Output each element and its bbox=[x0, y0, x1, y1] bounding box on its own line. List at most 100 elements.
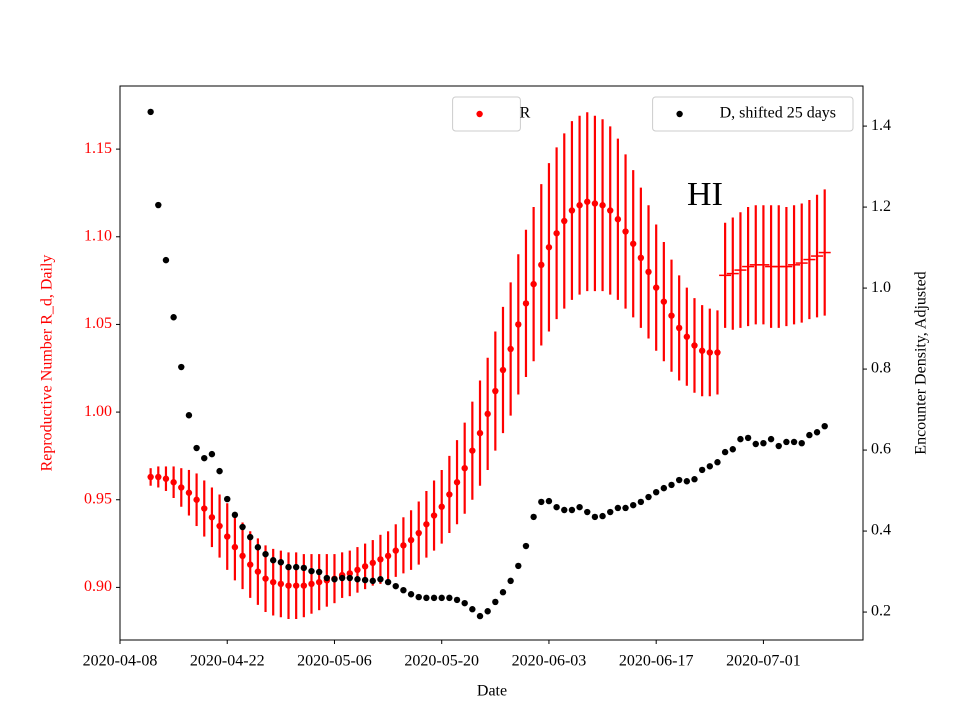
point bbox=[162, 475, 170, 482]
point bbox=[269, 578, 277, 586]
series bbox=[147, 112, 721, 619]
point bbox=[247, 533, 254, 541]
y2-tick-label: 0.2 bbox=[871, 603, 891, 620]
point bbox=[760, 439, 767, 447]
y2-tick-label: 0.6 bbox=[871, 441, 891, 458]
point bbox=[591, 200, 599, 207]
point bbox=[369, 559, 376, 567]
point bbox=[630, 501, 637, 509]
point bbox=[752, 440, 759, 448]
point bbox=[300, 582, 308, 589]
point bbox=[453, 479, 461, 486]
point bbox=[300, 564, 308, 572]
point bbox=[292, 582, 300, 589]
point bbox=[522, 542, 530, 550]
point bbox=[698, 347, 706, 354]
x-tick-label: 2020-05-20 bbox=[404, 653, 479, 670]
y2-tick-label: 1.2 bbox=[871, 198, 891, 215]
point bbox=[721, 448, 729, 456]
point bbox=[231, 543, 239, 551]
point bbox=[285, 563, 292, 571]
point bbox=[622, 504, 629, 512]
point bbox=[178, 484, 185, 491]
point bbox=[584, 198, 591, 205]
point bbox=[269, 557, 277, 564]
point bbox=[714, 349, 721, 356]
point bbox=[576, 202, 583, 209]
point bbox=[706, 349, 714, 356]
point bbox=[714, 459, 721, 466]
point bbox=[538, 498, 545, 506]
point bbox=[790, 438, 798, 446]
point bbox=[630, 240, 637, 247]
point bbox=[292, 563, 300, 571]
point bbox=[147, 108, 154, 116]
point bbox=[476, 612, 484, 620]
point bbox=[461, 599, 468, 607]
point bbox=[208, 514, 216, 521]
point bbox=[308, 580, 315, 588]
point bbox=[706, 463, 714, 470]
point bbox=[354, 576, 361, 583]
point bbox=[331, 576, 338, 583]
point bbox=[216, 467, 223, 475]
point bbox=[484, 608, 491, 615]
point bbox=[193, 444, 200, 452]
y2-tick-label: 0.4 bbox=[871, 522, 891, 539]
point bbox=[170, 479, 177, 486]
point bbox=[683, 478, 691, 485]
point bbox=[691, 476, 698, 483]
point bbox=[637, 254, 645, 262]
point bbox=[277, 580, 285, 588]
point bbox=[461, 464, 468, 472]
point bbox=[806, 431, 813, 439]
point bbox=[683, 333, 691, 340]
point bbox=[668, 481, 675, 489]
point bbox=[446, 491, 453, 498]
point bbox=[224, 533, 231, 540]
legend-marker bbox=[476, 110, 483, 118]
point bbox=[691, 342, 698, 349]
point bbox=[415, 529, 422, 537]
point bbox=[561, 217, 568, 225]
point bbox=[430, 594, 438, 602]
point bbox=[254, 544, 262, 551]
point bbox=[361, 563, 369, 570]
point bbox=[576, 503, 583, 511]
point bbox=[446, 594, 453, 602]
point bbox=[308, 567, 315, 575]
point bbox=[614, 504, 622, 512]
point bbox=[507, 345, 514, 353]
point bbox=[622, 228, 629, 235]
point bbox=[430, 512, 438, 519]
point bbox=[507, 577, 514, 585]
point bbox=[668, 312, 675, 319]
point bbox=[277, 559, 285, 566]
point bbox=[591, 513, 599, 521]
point bbox=[530, 513, 537, 521]
point bbox=[553, 503, 560, 511]
point bbox=[469, 606, 476, 613]
point bbox=[185, 489, 193, 496]
point bbox=[438, 594, 445, 602]
point bbox=[499, 366, 507, 374]
point bbox=[798, 439, 805, 447]
point bbox=[354, 566, 361, 574]
point bbox=[193, 496, 200, 503]
point bbox=[492, 387, 499, 395]
point bbox=[744, 434, 752, 442]
plot-frame bbox=[119, 85, 864, 641]
point bbox=[813, 429, 821, 436]
point bbox=[392, 582, 399, 590]
point bbox=[568, 207, 576, 214]
x-tick-label: 2020-04-08 bbox=[83, 653, 158, 670]
point bbox=[614, 216, 622, 223]
legend-label: D, shifted 25 days bbox=[720, 105, 836, 122]
y2-tick-label: 1.4 bbox=[871, 117, 891, 134]
point bbox=[400, 586, 407, 594]
y-tick-label: 1.00 bbox=[84, 403, 112, 420]
point bbox=[208, 450, 216, 458]
point bbox=[484, 410, 491, 418]
point bbox=[660, 484, 668, 492]
point bbox=[453, 596, 461, 604]
